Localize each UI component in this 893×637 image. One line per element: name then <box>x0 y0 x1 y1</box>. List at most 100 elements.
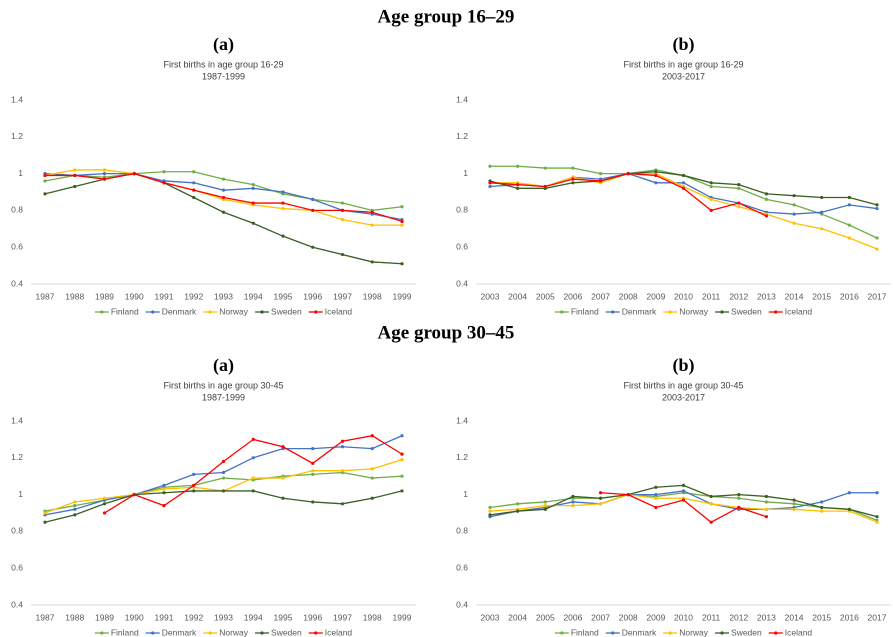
data-point <box>709 494 713 499</box>
data-point <box>820 500 824 504</box>
x-tick-label: 2013 <box>757 612 776 622</box>
legend-label: Finland <box>571 306 599 316</box>
data-point <box>162 487 166 491</box>
data-point <box>709 208 713 212</box>
y-tick-label: 1 <box>463 489 468 499</box>
data-point <box>737 205 741 209</box>
chart-title: First births in age group 30-45 <box>163 380 283 390</box>
legend-marker <box>611 310 615 314</box>
data-point <box>102 511 107 515</box>
data-point <box>370 210 374 214</box>
data-point <box>162 504 166 508</box>
data-point <box>598 172 603 176</box>
x-tick-label: 2012 <box>729 291 748 301</box>
panel-label: (a) <box>213 34 234 55</box>
data-point <box>764 507 769 511</box>
data-point <box>571 181 575 185</box>
data-point <box>340 208 345 212</box>
y-tick-label: 1.2 <box>456 131 468 141</box>
x-tick-label: 2008 <box>619 612 638 622</box>
data-point <box>681 173 686 178</box>
x-tick-label: 1988 <box>65 612 84 622</box>
x-tick-label: 2010 <box>674 291 693 301</box>
x-tick-label: 1997 <box>333 291 352 301</box>
x-tick-label: 1999 <box>393 291 412 301</box>
legend-marker <box>560 310 564 314</box>
x-tick-label: 1994 <box>244 291 263 301</box>
data-point <box>281 234 285 238</box>
data-point <box>192 181 196 185</box>
data-point <box>281 201 285 205</box>
data-point <box>311 461 315 465</box>
data-point <box>820 509 824 513</box>
x-tick-label: 1990 <box>125 291 144 301</box>
data-point <box>192 188 196 192</box>
x-tick-label: 2016 <box>840 291 859 301</box>
data-point <box>875 247 879 251</box>
x-tick-label: 1987 <box>36 291 55 301</box>
x-tick-label: 1991 <box>155 291 174 301</box>
chart-subtitle: 2003-2017 <box>662 392 705 402</box>
data-point <box>598 179 603 183</box>
data-point <box>875 491 879 495</box>
legend-label: Sweden <box>271 306 302 316</box>
chart-title: First births in age group 16-29 <box>163 59 283 69</box>
panel-label: (b) <box>673 355 695 376</box>
legend-marker <box>260 631 264 635</box>
data-point <box>875 520 879 524</box>
data-point <box>792 498 796 502</box>
data-point <box>221 188 226 192</box>
data-point <box>192 472 196 476</box>
data-point <box>281 496 285 500</box>
data-point <box>43 179 47 183</box>
data-point <box>73 500 77 504</box>
data-point <box>73 507 77 511</box>
legend-marker <box>668 631 672 635</box>
legend: Finland Denmark Norway Sweden Iceland <box>554 306 812 316</box>
data-point <box>281 445 285 449</box>
data-point <box>400 489 404 493</box>
data-point <box>875 515 879 519</box>
data-point <box>875 203 879 207</box>
series-line <box>44 459 403 514</box>
x-tick-label: 2005 <box>536 612 555 622</box>
data-point <box>73 513 77 517</box>
legend-label: Iceland <box>785 627 813 637</box>
data-point <box>251 183 255 187</box>
data-point <box>709 181 713 185</box>
data-point <box>792 212 796 216</box>
data-point <box>847 223 851 227</box>
data-point <box>73 168 77 172</box>
x-tick-label: 2007 <box>591 612 610 622</box>
data-point <box>543 166 547 170</box>
data-point <box>311 208 315 212</box>
legend-marker <box>668 310 672 314</box>
data-point <box>654 173 658 178</box>
data-point <box>764 192 769 196</box>
data-point <box>340 469 345 473</box>
x-tick-label: 2005 <box>536 291 555 301</box>
data-point <box>251 221 255 225</box>
x-tick-label: 1992 <box>184 291 203 301</box>
data-point <box>311 447 315 451</box>
data-point <box>571 504 575 508</box>
data-point <box>221 210 226 214</box>
legend-marker <box>151 310 155 314</box>
data-point <box>132 493 136 497</box>
legend-marker <box>560 631 564 635</box>
y-tick-label: 1.2 <box>456 452 468 462</box>
x-tick-label: 1991 <box>155 612 174 622</box>
data-point <box>764 494 769 499</box>
series-line <box>44 172 403 265</box>
x-tick-label: 2016 <box>840 612 859 622</box>
data-point <box>571 500 575 504</box>
x-tick-label: 1993 <box>214 612 233 622</box>
data-point <box>340 218 345 222</box>
x-tick-label: 2009 <box>646 612 665 622</box>
data-point <box>370 434 374 438</box>
data-point <box>626 172 630 176</box>
data-point <box>681 483 686 487</box>
x-tick-label: 2015 <box>812 612 831 622</box>
series-line <box>489 490 877 518</box>
